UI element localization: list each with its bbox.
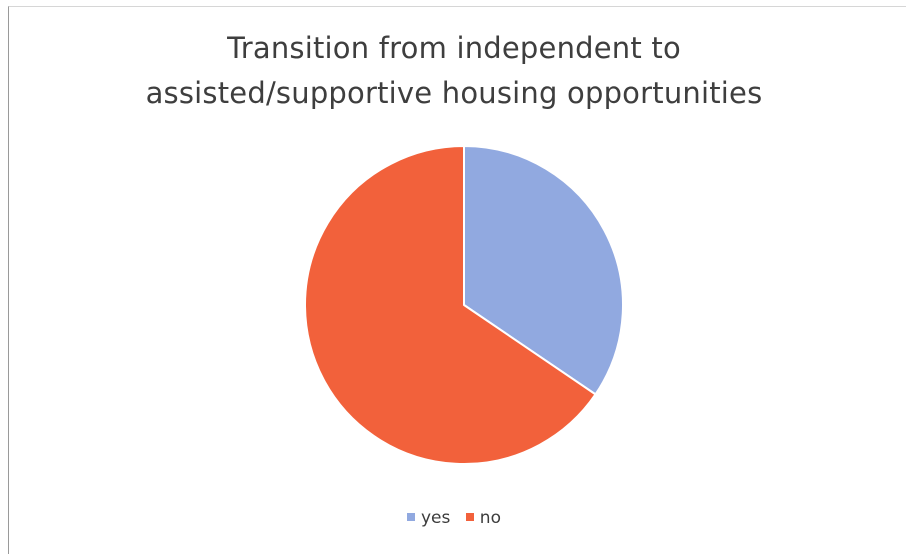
legend-item-yes: yes [407, 508, 450, 528]
pie-slice-yes [463, 145, 624, 396]
legend-label-no: no [479, 508, 501, 528]
chart-legend: yes no [0, 508, 908, 528]
chart-title-line-1: Transition from independent to [227, 31, 681, 65]
legend-item-no: no [465, 508, 501, 528]
chart-title-line-2: assisted/supportive housing opportunitie… [145, 76, 763, 110]
legend-swatch-yes [407, 513, 415, 521]
legend-label-yes: yes [421, 508, 451, 528]
chart-title: Transition from independent to assisted/… [0, 26, 908, 116]
pie-slice-no [304, 145, 597, 465]
legend-swatch-no [465, 513, 474, 521]
